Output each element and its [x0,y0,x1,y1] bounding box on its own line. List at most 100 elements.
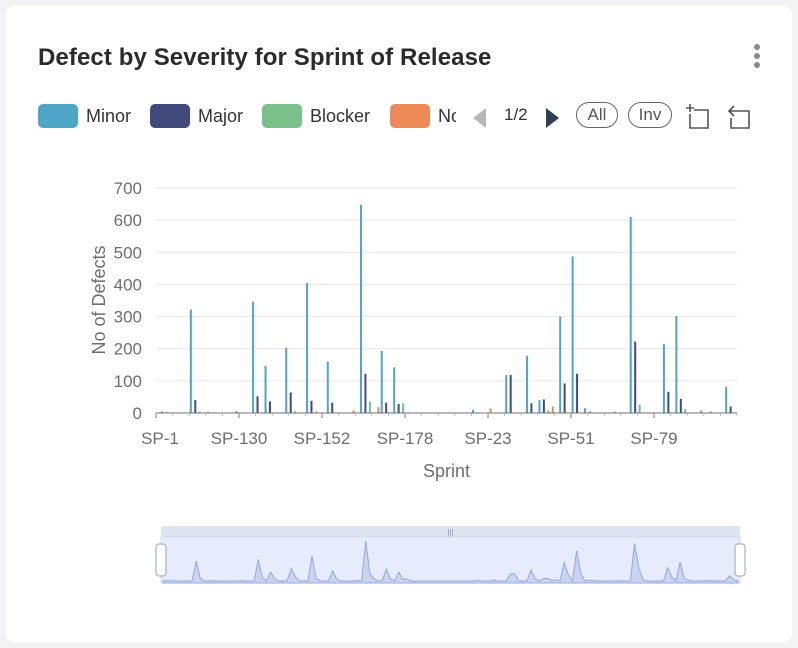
y-tick-label: 300 [114,308,142,327]
y-tick-label: 200 [114,340,142,359]
bar-major [530,403,533,413]
bar-minor [662,344,665,413]
triangle-left-icon [473,108,486,128]
bar-normal [614,411,617,413]
x-tick-label: SP-23 [464,429,511,448]
y-axis-title: No of Defects [89,245,109,354]
bar-minor [359,204,362,413]
bar-major [542,399,545,413]
y-tick-label: 500 [114,243,142,262]
zoom-window [160,536,741,584]
legend-swatch-major [150,104,190,128]
bar-major [268,401,271,413]
bar-minor [584,408,587,413]
bar-major [310,400,313,413]
chart-legend: Minor Major Blocker Normal [0,96,798,136]
bar-minor [235,411,238,413]
zoom-top-bar [161,526,740,538]
bar-blocker [368,401,371,413]
bar-minor [675,315,678,413]
legend-label-normal: Normal [438,105,456,126]
legend-inverse-button[interactable]: Inv [628,102,672,128]
x-tick-label: SP-130 [211,429,268,448]
zoom-handle-right [734,543,746,577]
bar-minor [538,400,541,413]
bar-normal [207,411,210,413]
bar-blocker [198,411,201,413]
x-tick-label: SP-152 [294,429,351,448]
bar-major [509,375,512,413]
legend-label-major: Major [198,105,244,126]
bar-minor [525,355,528,413]
bar-major [194,400,197,413]
bar-minor [559,316,562,413]
legend-swatch-normal [390,104,430,128]
bar-blocker [684,409,687,413]
bar-minor [306,283,309,413]
y-tick-label: 600 [114,211,142,230]
x-tick-label: SP-178 [377,429,434,448]
y-tick-label: 700 [114,179,142,198]
legend-item-normal[interactable]: Normal [390,104,456,128]
bar-major [729,406,732,413]
bar-major [563,383,566,413]
bar-minor [725,386,728,413]
data-zoom-slider[interactable]: ||| [155,526,746,584]
zoom-handle-left [155,543,167,577]
card-title: Defect by Severity for Sprint of Release [38,44,492,71]
legend-select-all-button[interactable]: All [576,102,618,128]
legend-label-blocker: Blocker [310,105,371,126]
legend-swatch-blocker [262,104,302,128]
zoom-grip: ||| [447,528,453,537]
y-tick-label: 100 [114,372,142,391]
more-menu-button[interactable] [748,44,766,72]
bar-minor [505,375,508,413]
bar-normal [551,406,554,413]
data-zoom-icon [686,104,709,129]
legend-item-blocker[interactable]: Blocker [262,104,370,128]
bar-blocker [294,411,297,413]
bar-major [364,373,367,413]
legend-page-prev-button[interactable] [470,106,488,130]
bar-major [576,373,579,413]
x-axis-title: Sprint [423,461,470,481]
chart-gridlines [156,187,737,382]
data-zoom-button[interactable] [684,102,710,130]
legend-page-next-button[interactable] [544,106,562,130]
bar-normal [352,410,355,413]
bar-normal [709,411,712,413]
bar-major [679,398,682,413]
bar-minor [285,347,288,413]
legend-item-minor[interactable]: Minor [38,104,131,128]
bar-major [256,396,259,413]
bar-major [385,402,388,413]
bar-blocker [638,404,641,413]
legend-item-major[interactable]: Major [150,104,243,128]
zoom-restore-button[interactable] [726,102,752,130]
bar-major [634,341,637,413]
bar-minor [700,410,703,413]
bar-blocker [402,403,405,413]
zoom-restore-icon [727,105,750,129]
bar-minor [252,301,255,413]
x-tick-label: SP-51 [547,429,594,448]
bar-minor [393,367,396,413]
x-tick-label: SP-79 [630,429,677,448]
bar-major [289,392,292,413]
zoom-preview-area [162,540,739,584]
y-tick-label: 400 [114,275,142,294]
legend-label-minor: Minor [86,105,132,126]
bar-major [397,404,400,413]
chart-bars [160,204,732,414]
bar-major [667,391,670,413]
chart-axes: 0 100 200 300 400 500 600 700 SP-1 SP-130 SP-152 SP… [89,179,738,481]
bar-normal [589,411,592,413]
bar-normal [489,408,492,413]
bar-minor [326,361,329,413]
bar-minor [380,350,383,413]
legend-swatch-minor [38,104,78,128]
bar-minor [472,409,475,413]
bar-blocker [547,410,550,413]
triangle-right-icon [546,108,559,128]
